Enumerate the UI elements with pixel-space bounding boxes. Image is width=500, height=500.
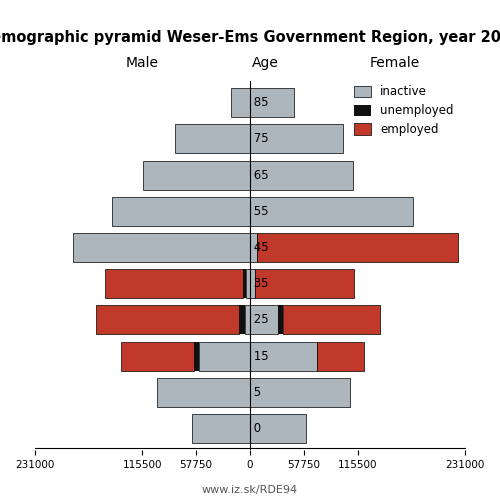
Text: 65: 65	[250, 168, 268, 181]
Text: 85: 85	[250, 96, 268, 109]
Bar	[232, 88, 250, 117]
Bar	[282, 306, 380, 334]
Text: 25: 25	[250, 314, 268, 326]
Title: Demographic pyramid Weser-Ems Government Region, year 2016: Demographic pyramid Weser-Ems Government…	[0, 30, 500, 45]
Bar	[250, 124, 343, 154]
Legend: inactive, unemployed, employed: inactive, unemployed, employed	[348, 80, 460, 142]
Bar	[122, 342, 194, 370]
Bar	[254, 269, 354, 298]
Bar	[246, 306, 250, 334]
Bar	[250, 342, 317, 370]
Bar	[239, 306, 246, 334]
Bar	[250, 306, 278, 334]
Bar	[112, 197, 250, 226]
Bar	[250, 414, 306, 443]
Text: 0: 0	[250, 422, 261, 435]
Bar	[278, 306, 282, 334]
Bar	[258, 233, 458, 262]
Text: 15: 15	[250, 350, 268, 362]
Text: 75: 75	[250, 132, 268, 145]
Bar	[250, 197, 413, 226]
Bar	[317, 342, 364, 370]
Text: Male: Male	[126, 56, 159, 70]
Bar	[250, 233, 258, 262]
Text: 35: 35	[250, 277, 268, 290]
Text: Age: Age	[252, 56, 278, 70]
Bar	[143, 160, 250, 190]
Bar	[96, 306, 239, 334]
Bar	[104, 269, 242, 298]
Text: 45: 45	[250, 241, 268, 254]
Bar	[242, 269, 246, 298]
Bar	[157, 378, 250, 407]
Bar	[250, 88, 294, 117]
Text: 55: 55	[250, 205, 268, 218]
Bar	[198, 342, 250, 370]
Bar	[194, 342, 198, 370]
Text: www.iz.sk/RDE94: www.iz.sk/RDE94	[202, 485, 298, 495]
Bar	[250, 269, 254, 298]
Bar	[250, 378, 350, 407]
Text: 5: 5	[250, 386, 261, 399]
Bar	[250, 160, 352, 190]
Bar	[192, 414, 250, 443]
Text: Female: Female	[370, 56, 420, 70]
Bar	[246, 269, 250, 298]
Bar	[176, 124, 250, 154]
Bar	[73, 233, 250, 262]
